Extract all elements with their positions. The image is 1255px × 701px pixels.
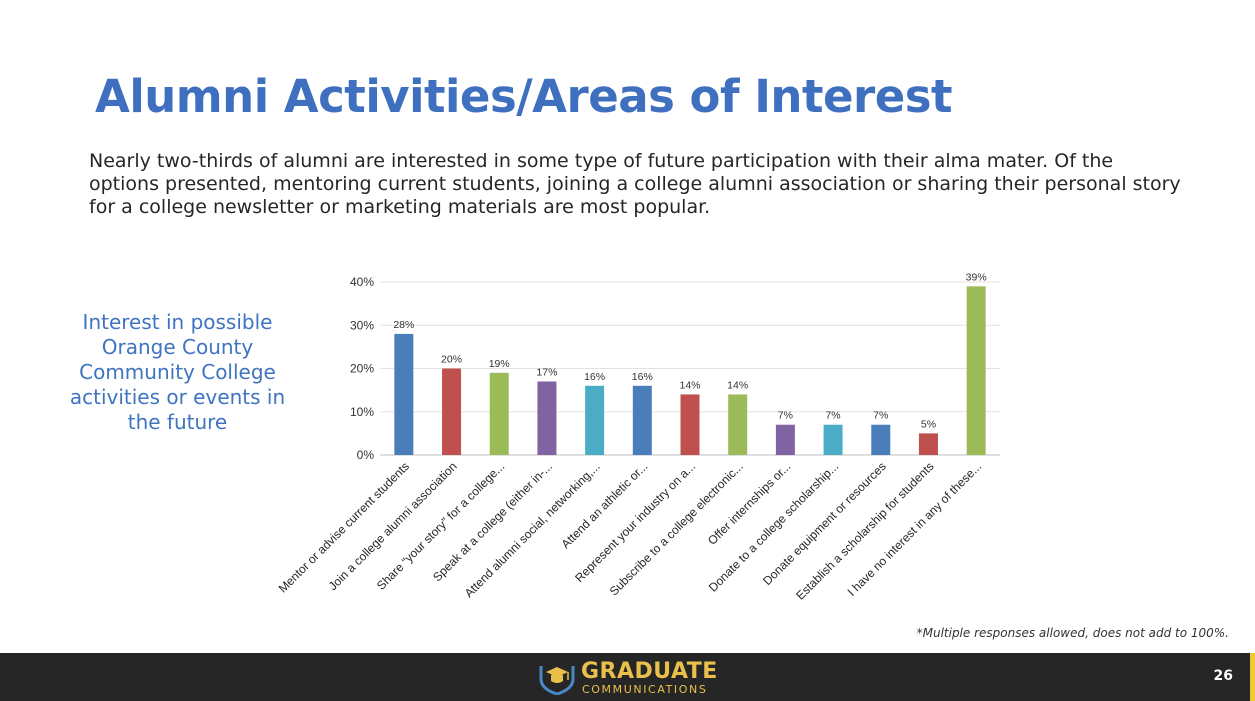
y-axis-ticks: 0% 10% 20% 30% 40% [350,275,374,462]
data-label: 39% [966,271,987,283]
bar [442,368,462,455]
x-tick-label: Offer internships or... [705,459,794,548]
data-label: 16% [584,371,605,383]
bar [918,433,938,455]
chart-caption: Interest in possible Orange County Commu… [69,310,286,434]
data-label: 14% [727,379,748,391]
logo-subtitle: COMMUNICATIONS [582,683,708,696]
y-tick-label: 30% [350,318,374,332]
bar-chart: 28% 20% 19% 17% 16% 16% 14% 14% 7% 7% 7% 5% 39% 0% 10… [276,271,1000,603]
graduation-cap-shield-icon [539,666,575,695]
data-label: 5% [921,418,936,430]
bars: 28% 20% 19% 17% 16% 16% 14% 14% 7% 7% 7% 5% 39% [393,271,987,455]
y-tick-label: 20% [350,362,374,376]
data-label: 7% [825,410,840,422]
bar [823,424,843,455]
data-label: 7% [873,410,888,422]
y-tick-label: 10% [350,405,374,419]
bar [871,424,891,455]
slide-title: Alumni Activities/Areas of Interest [95,70,953,123]
data-label: 17% [536,366,557,378]
bar [489,372,509,455]
data-label: 28% [393,319,414,331]
bar [585,385,605,455]
data-label: 16% [632,371,653,383]
data-label: 14% [679,379,700,391]
logo-wordmark: GRADUATE [581,659,718,684]
bar [537,381,557,455]
bar [966,286,986,455]
y-tick-label: 40% [350,275,374,289]
bar [728,394,748,455]
page-number: 26 [1213,668,1233,684]
bar [632,385,652,455]
x-tick-label: Attend an athletic or... [558,459,650,551]
bar [680,394,700,455]
footer-bar: GRADUATE COMMUNICATIONS 26 [0,653,1255,701]
footnote: *Multiple responses allowed, does not ad… [916,626,1229,640]
y-tick-label: 0% [357,448,375,462]
data-label: 19% [489,358,510,370]
bar [394,333,414,455]
footer-accent-stripe [1250,653,1255,701]
slide-summary: Nearly two-thirds of alumni are interest… [89,150,1181,218]
data-label: 20% [441,354,462,366]
data-label: 7% [778,410,793,422]
bar [775,424,795,455]
